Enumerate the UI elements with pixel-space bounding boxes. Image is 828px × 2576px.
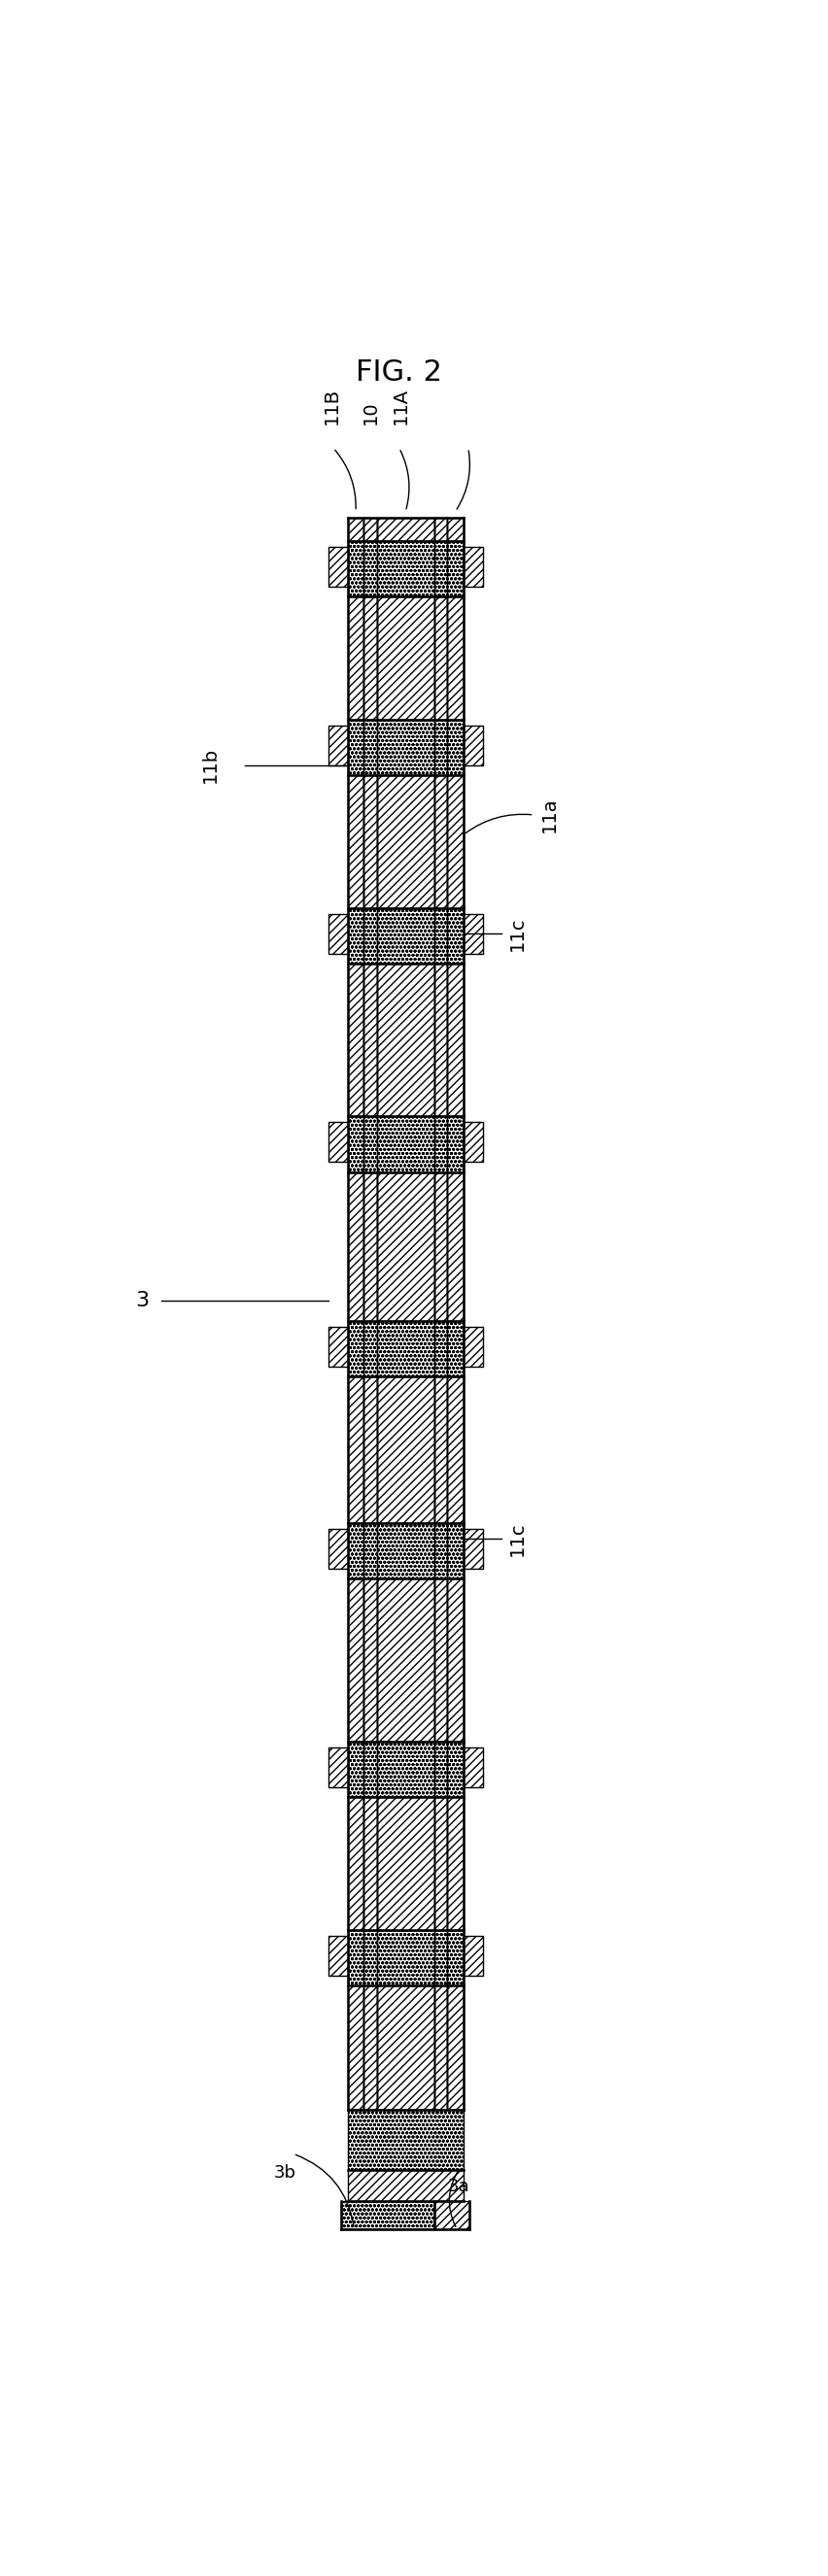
Text: 3a: 3a <box>447 2177 469 2195</box>
Bar <box>463 726 482 765</box>
Bar <box>328 726 348 765</box>
Bar <box>376 598 434 719</box>
Bar <box>463 546 482 587</box>
Bar <box>447 1986 463 2110</box>
Bar <box>376 775 434 909</box>
Text: 11b: 11b <box>200 747 219 783</box>
Bar <box>348 719 463 775</box>
Bar <box>363 1172 376 1321</box>
Text: 11B: 11B <box>322 386 340 425</box>
Bar <box>447 518 463 541</box>
Bar <box>434 598 447 719</box>
Bar <box>328 546 348 587</box>
Bar <box>434 2202 469 2228</box>
Bar <box>463 914 482 953</box>
Bar <box>348 2169 463 2202</box>
Bar <box>376 1172 434 1321</box>
Bar <box>463 1530 482 1569</box>
Bar <box>363 598 376 719</box>
Text: 10: 10 <box>360 399 379 425</box>
Bar <box>348 1929 463 1986</box>
Bar <box>348 1741 463 1798</box>
Bar <box>328 1530 348 1569</box>
Bar <box>447 1376 463 1522</box>
Text: 3b: 3b <box>273 2164 296 2182</box>
Text: FIG. 2: FIG. 2 <box>355 358 442 386</box>
Bar <box>376 1798 434 1929</box>
Bar <box>348 541 463 598</box>
Bar <box>376 963 434 1115</box>
Bar <box>447 1798 463 1929</box>
Text: 11c: 11c <box>508 1522 527 1556</box>
Bar <box>463 1935 482 1976</box>
Bar <box>348 1579 363 1741</box>
Bar <box>376 1986 434 2110</box>
Bar <box>348 1115 463 1172</box>
Bar <box>447 1172 463 1321</box>
Bar <box>376 1579 434 1741</box>
Bar <box>348 598 363 719</box>
Bar <box>341 2202 434 2228</box>
Bar <box>447 775 463 909</box>
Bar <box>434 1986 447 2110</box>
Text: 11A: 11A <box>391 386 409 425</box>
Bar <box>447 598 463 719</box>
Bar <box>376 518 434 541</box>
Bar <box>434 1798 447 1929</box>
Bar <box>463 1327 482 1365</box>
Bar <box>328 1747 348 1788</box>
Bar <box>463 1747 482 1788</box>
Bar <box>348 1522 463 1579</box>
Bar <box>434 1172 447 1321</box>
Bar <box>363 775 376 909</box>
Bar <box>328 1935 348 1976</box>
Bar <box>363 963 376 1115</box>
Text: 3: 3 <box>136 1291 149 1311</box>
Bar <box>348 1986 363 2110</box>
Bar <box>447 963 463 1115</box>
Bar <box>363 518 376 541</box>
Bar <box>434 1376 447 1522</box>
Bar <box>434 963 447 1115</box>
Bar <box>348 909 463 963</box>
Bar <box>363 1986 376 2110</box>
Bar <box>348 1321 463 1376</box>
Bar <box>363 1579 376 1741</box>
Bar <box>434 518 447 541</box>
Bar <box>376 1376 434 1522</box>
Bar <box>348 963 363 1115</box>
Bar <box>463 1123 482 1162</box>
Bar <box>328 1123 348 1162</box>
Bar <box>348 2110 463 2169</box>
Bar <box>348 1376 363 1522</box>
Bar <box>348 518 363 541</box>
Bar <box>447 1579 463 1741</box>
Bar <box>348 1798 363 1929</box>
Bar <box>348 1172 363 1321</box>
Bar <box>434 1579 447 1741</box>
Bar <box>328 1327 348 1365</box>
Text: 11a: 11a <box>540 796 558 832</box>
Bar <box>363 1376 376 1522</box>
Bar <box>434 775 447 909</box>
Bar <box>328 914 348 953</box>
Text: 11c: 11c <box>508 917 527 951</box>
Bar <box>363 1798 376 1929</box>
Bar <box>348 775 363 909</box>
